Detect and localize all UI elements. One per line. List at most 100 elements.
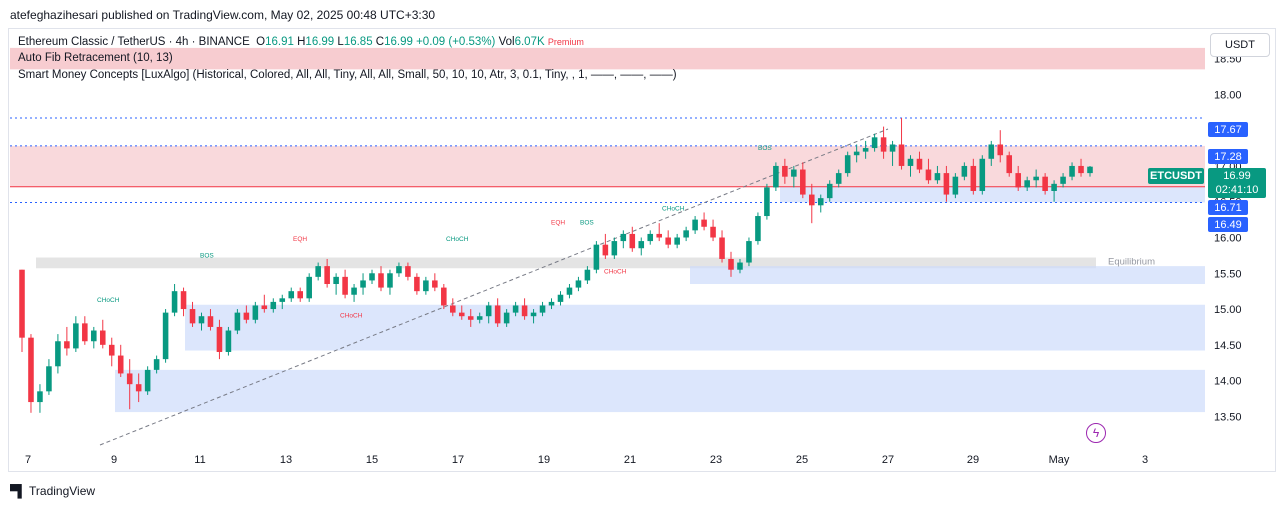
candle-body <box>494 305 501 324</box>
candle-body <box>198 316 205 324</box>
candle-body <box>539 305 546 313</box>
candle-body <box>934 173 941 181</box>
candle-body <box>701 219 707 227</box>
tradingview-logo[interactable]: ▀▌ TradingView <box>10 484 95 498</box>
choch-label: CHoCH <box>97 297 120 304</box>
choch-label: CHoCH <box>662 205 685 212</box>
candle-body <box>19 269 25 338</box>
tradingview-logo-icon: ▀▌ <box>10 484 26 498</box>
candle-body <box>620 233 627 242</box>
x-tick-label: 15 <box>366 454 378 466</box>
candle-body <box>808 194 815 206</box>
legend-symbol[interactable]: Ethereum Classic / TetherUS · 4h · BINAN… <box>18 36 250 48</box>
symbol-price-tag: ETCUSDT <box>1148 168 1204 184</box>
y-tick-label: 15.50 <box>1214 268 1242 280</box>
x-tick-label: 23 <box>710 454 722 466</box>
legend-high: 16.99 <box>305 36 335 48</box>
candle-body <box>503 312 510 324</box>
candle-body <box>692 219 698 231</box>
candle-body <box>369 273 375 281</box>
candle-body <box>423 280 429 292</box>
candle-body <box>970 165 977 191</box>
candle-body <box>270 301 277 310</box>
candle-body <box>593 244 600 270</box>
candle-body <box>521 305 528 317</box>
legend-open: 16.91 <box>265 36 294 48</box>
y-tick-label: 13.50 <box>1214 411 1242 423</box>
candle-body <box>37 391 43 403</box>
candle-body <box>817 198 824 206</box>
candle-body <box>548 301 555 306</box>
x-tick-label: 9 <box>111 454 117 466</box>
candle-body <box>306 276 312 299</box>
x-tick-label: 17 <box>452 454 464 466</box>
candle-body <box>288 291 295 299</box>
bos-label: BOS <box>580 220 594 227</box>
candle-body <box>575 280 582 288</box>
bos-label: BOS <box>200 253 214 260</box>
x-tick-label: 29 <box>967 454 979 466</box>
price-tag-level-2: 17.28 <box>1208 149 1248 164</box>
candle-body <box>333 276 339 285</box>
choch-label: CHoCH <box>446 236 469 243</box>
candle-body <box>234 312 241 331</box>
price-tag-level-3: 16.71 <box>1208 200 1248 215</box>
flash-icon[interactable]: ϟ <box>1086 423 1106 443</box>
last-price: 16.99 <box>1223 170 1251 182</box>
zone-supply <box>10 145 1205 187</box>
candle-body <box>638 241 645 249</box>
candle-body <box>261 305 268 310</box>
x-tick-label: 25 <box>796 454 808 466</box>
candle-body <box>108 344 115 356</box>
zone-demand <box>115 369 1205 413</box>
candle-body <box>907 158 914 166</box>
candle-body <box>835 173 842 184</box>
candle-body <box>243 312 250 320</box>
legend-volume: 6.07K <box>514 36 545 48</box>
candle-body <box>135 384 142 392</box>
zone-premium <box>10 47 1205 70</box>
candle-body <box>171 291 178 313</box>
candle-body <box>360 280 366 288</box>
x-tick-label: 11 <box>194 454 205 466</box>
eqh-label: EQH <box>293 236 307 243</box>
candle-body <box>952 176 959 195</box>
x-tick-label: 21 <box>624 454 636 466</box>
candle-body <box>1087 166 1093 174</box>
published-line: atefeghazihesari published on TradingVie… <box>10 8 436 22</box>
candle-body <box>324 266 330 285</box>
candle-body <box>629 233 636 249</box>
legend-indicator-smc[interactable]: Smart Money Concepts [LuxAlgo] (Historic… <box>18 69 677 81</box>
fib-trend-line <box>99 128 889 446</box>
candle-body <box>566 287 573 295</box>
y-tick-label: 15.00 <box>1214 304 1242 316</box>
candle-body <box>871 137 878 149</box>
candle-body <box>755 216 761 242</box>
candle-body <box>1078 165 1084 174</box>
candle-body <box>1069 165 1075 177</box>
candle-body <box>826 183 833 199</box>
candle-body <box>450 305 456 313</box>
candle-body <box>387 273 393 288</box>
candle-body <box>997 144 1004 156</box>
legend-l-label: L <box>337 36 344 48</box>
legend-close: 16.99 <box>384 36 413 48</box>
candle-body <box>1051 183 1057 191</box>
candle-body <box>988 144 995 159</box>
candle-body <box>862 148 869 152</box>
candle-body <box>91 330 97 342</box>
candle-body <box>889 144 896 152</box>
candle-body <box>1033 176 1039 181</box>
candle-body <box>647 233 654 242</box>
candle-body <box>844 155 851 174</box>
legend-indicator-fib[interactable]: Auto Fib Retracement (10, 13) <box>18 52 173 64</box>
candle-body <box>405 266 411 277</box>
candle-body <box>1024 180 1030 188</box>
currency-unit-button[interactable]: USDT <box>1210 33 1270 57</box>
candle-body <box>665 237 671 245</box>
candle-body <box>476 316 483 320</box>
candle-body <box>82 323 88 342</box>
candle-body <box>782 165 788 177</box>
candle-body <box>252 305 259 320</box>
